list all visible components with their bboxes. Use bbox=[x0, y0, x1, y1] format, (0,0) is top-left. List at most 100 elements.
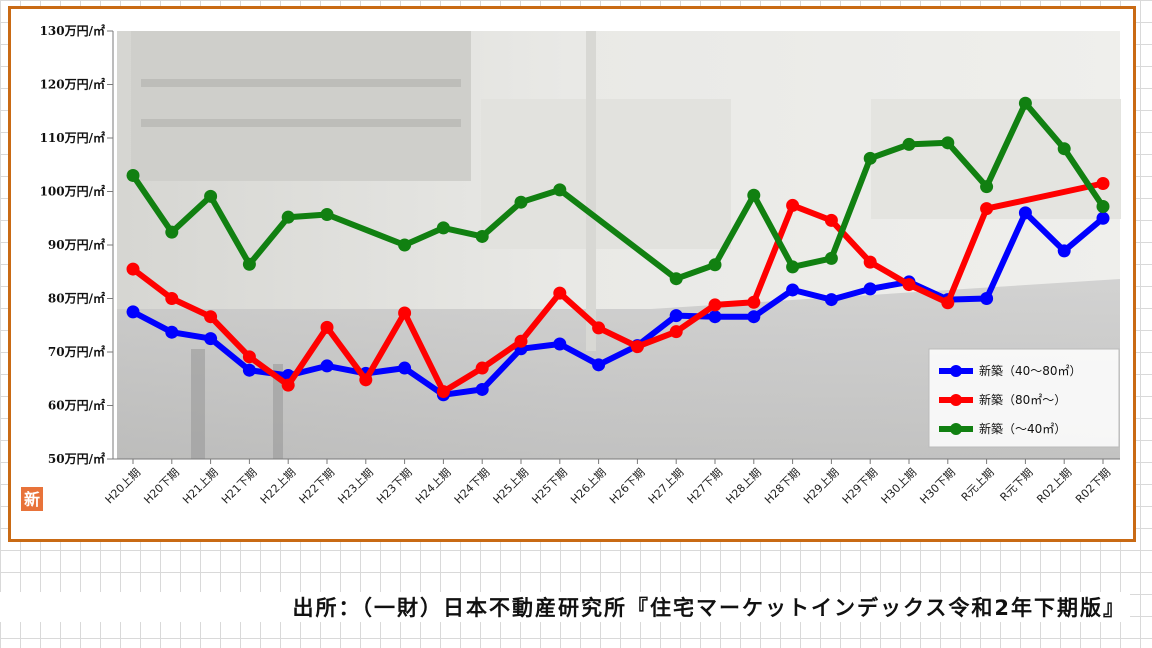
data-point bbox=[669, 325, 683, 339]
data-point bbox=[514, 195, 528, 209]
x-tick-label: R02下期 bbox=[1073, 466, 1113, 506]
x-tick-label: H25上期 bbox=[491, 466, 532, 507]
data-point bbox=[242, 350, 256, 364]
data-point bbox=[320, 208, 334, 222]
data-point bbox=[436, 221, 450, 235]
y-tick-label: 80万円/㎡ bbox=[48, 291, 105, 306]
data-point bbox=[824, 293, 838, 307]
data-point bbox=[126, 262, 140, 276]
data-point bbox=[1096, 199, 1110, 213]
x-tick-label: H21下期 bbox=[219, 466, 260, 507]
data-point bbox=[1018, 206, 1032, 220]
data-point bbox=[165, 325, 179, 339]
y-tick-label: 100万円/㎡ bbox=[40, 184, 105, 199]
data-point bbox=[204, 310, 218, 324]
x-tick-label: H24上期 bbox=[413, 466, 454, 507]
x-tick-label: H23下期 bbox=[374, 466, 415, 507]
data-point bbox=[863, 282, 877, 296]
x-tick-label: H25下期 bbox=[529, 466, 570, 507]
data-point bbox=[863, 151, 877, 165]
data-point bbox=[242, 363, 256, 377]
series-line bbox=[130, 180, 1106, 395]
data-point bbox=[320, 359, 334, 373]
x-tick-label: H20上期 bbox=[103, 466, 144, 507]
y-tick-label: 90万円/㎡ bbox=[48, 237, 105, 252]
legend-label: 新築（40～80㎡） bbox=[979, 363, 1082, 378]
x-axis: H20上期H20下期H21上期H21下期H22上期H22下期H23上期H23下期… bbox=[103, 458, 1120, 507]
line-chart: 50万円/㎡ 60万円/㎡ 70万円/㎡ 80万円/㎡ 90万円/㎡ 100万円/㎡ 110… bbox=[21, 23, 1121, 511]
data-point bbox=[747, 310, 761, 324]
series-2 bbox=[126, 176, 1110, 399]
y-axis: 50万円/㎡ 60万円/㎡ 70万円/㎡ 80万円/㎡ 90万円/㎡ 100万円/㎡ 110… bbox=[40, 23, 114, 466]
series-layer bbox=[126, 96, 1110, 402]
data-point bbox=[165, 292, 179, 305]
x-tick-label: R元上期 bbox=[959, 466, 997, 504]
x-tick-label: R元下期 bbox=[998, 466, 1036, 504]
data-point bbox=[863, 255, 877, 269]
new-badge-text: 新 bbox=[24, 490, 40, 509]
data-point bbox=[592, 358, 606, 372]
legend: 新築（40～80㎡） 新築（80㎡～） 新築（～40㎡） bbox=[928, 348, 1120, 448]
x-tick-label: H28下期 bbox=[762, 466, 803, 507]
data-point bbox=[941, 136, 955, 150]
data-point bbox=[824, 213, 838, 227]
data-point bbox=[669, 309, 683, 323]
legend-label: 新築（80㎡～） bbox=[979, 392, 1066, 407]
x-tick-label: H26下期 bbox=[607, 466, 648, 507]
data-point bbox=[398, 238, 412, 252]
series-3 bbox=[126, 96, 1110, 286]
data-point bbox=[1018, 96, 1032, 110]
data-point bbox=[320, 320, 334, 334]
chart-frame: 50万円/㎡ 60万円/㎡ 70万円/㎡ 80万円/㎡ 90万円/㎡ 100万円/㎡ 110… bbox=[8, 6, 1136, 542]
data-point bbox=[514, 334, 528, 348]
data-point bbox=[553, 337, 567, 351]
legend-swatch-marker bbox=[950, 423, 962, 435]
x-tick-label: H30下期 bbox=[917, 466, 958, 507]
data-point bbox=[747, 188, 761, 202]
data-point bbox=[475, 382, 489, 396]
data-point bbox=[708, 310, 722, 324]
data-point bbox=[1057, 244, 1071, 258]
y-tick-label: 120万円/㎡ bbox=[40, 77, 105, 92]
legend-swatch-marker bbox=[950, 365, 962, 377]
x-tick-label: H26上期 bbox=[568, 466, 609, 507]
data-point bbox=[980, 292, 994, 305]
legend-swatch-marker bbox=[950, 394, 962, 406]
x-tick-label: H29上期 bbox=[801, 466, 842, 507]
data-point bbox=[902, 137, 916, 151]
data-point bbox=[1096, 211, 1110, 225]
x-tick-label: H27下期 bbox=[685, 466, 726, 507]
data-point bbox=[592, 321, 606, 335]
data-point bbox=[475, 361, 489, 375]
data-point bbox=[941, 296, 955, 310]
data-point bbox=[786, 198, 800, 212]
data-point bbox=[630, 340, 644, 354]
data-point bbox=[281, 378, 295, 392]
plot-background bbox=[117, 31, 1121, 459]
data-point bbox=[553, 183, 567, 197]
data-point bbox=[475, 229, 489, 243]
data-point bbox=[359, 373, 373, 387]
data-point bbox=[902, 278, 916, 292]
data-point bbox=[204, 189, 218, 203]
data-point bbox=[1096, 176, 1110, 190]
data-point bbox=[1057, 142, 1071, 156]
legend-label: 新築（～40㎡） bbox=[979, 421, 1066, 436]
data-point bbox=[980, 180, 994, 194]
x-tick-label: H21上期 bbox=[180, 466, 221, 507]
data-point bbox=[398, 306, 412, 320]
new-badge: 新 bbox=[21, 487, 43, 511]
data-point bbox=[708, 298, 722, 312]
x-tick-label: H22上期 bbox=[258, 466, 299, 507]
y-tick-label: 110万円/㎡ bbox=[40, 130, 105, 145]
data-point bbox=[747, 295, 761, 309]
x-tick-label: R02上期 bbox=[1034, 466, 1074, 506]
x-tick-label: H28上期 bbox=[723, 466, 764, 507]
data-point bbox=[708, 258, 722, 272]
data-point bbox=[669, 272, 683, 286]
data-point bbox=[980, 202, 994, 216]
y-tick-label: 60万円/㎡ bbox=[48, 398, 105, 413]
x-tick-label: H23上期 bbox=[335, 466, 376, 507]
data-point bbox=[436, 385, 450, 399]
x-tick-label: H29下期 bbox=[840, 466, 881, 507]
